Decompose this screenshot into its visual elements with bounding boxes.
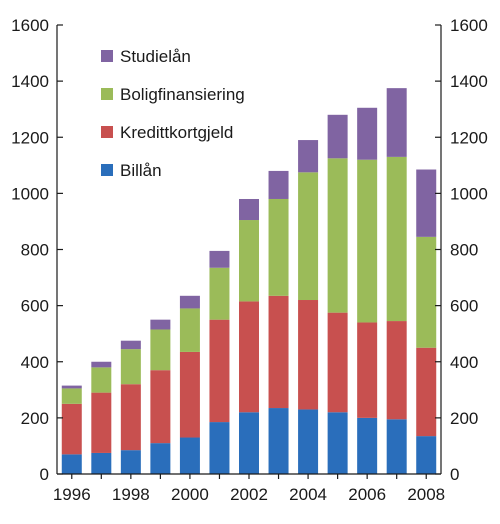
- left-y-tick-label: 600: [21, 297, 49, 316]
- bar-2004-series-2: [298, 172, 319, 301]
- axes-layer: 0 0 200 200 400 400 600 600 800 800 1000 1000 1200 12…: [11, 16, 488, 504]
- left-y-tick-label: 800: [21, 241, 49, 260]
- x-tick-label: 1998: [112, 485, 150, 504]
- bar-2000-series-0: [179, 437, 200, 474]
- right-y-tick-label: 200: [450, 409, 478, 428]
- bar-1997-series-3: [91, 361, 112, 368]
- bar-2003-series-0: [268, 408, 289, 474]
- bar-2001-series-1: [209, 319, 230, 423]
- bar-1996-series-2: [61, 388, 82, 404]
- right-y-tick-label: 0: [450, 465, 459, 484]
- right-y-tick-label: 1200: [450, 128, 488, 147]
- bar-2002-series-2: [239, 220, 259, 302]
- right-y-tick-label: 400: [450, 353, 478, 372]
- bar-2003-series-2: [268, 198, 289, 296]
- bar-1996-series-3: [61, 385, 82, 389]
- bar-2000-series-2: [179, 308, 200, 352]
- legend-label: Kredittkortgjeld: [120, 123, 233, 142]
- bar-2008-series-3: [416, 169, 437, 237]
- bar-2002-series-1: [239, 301, 259, 413]
- x-tick-label: 2006: [348, 485, 386, 504]
- bar-2005-series-3: [327, 114, 348, 159]
- bars-layer: [61, 88, 437, 475]
- bar-2006-series-1: [357, 322, 378, 418]
- legend-swatch: [101, 50, 113, 62]
- right-y-tick-label: 800: [450, 241, 478, 260]
- left-y-tick-label: 0: [40, 465, 49, 484]
- bar-2002-series-0: [239, 412, 259, 474]
- left-y-tick-label: 1000: [11, 184, 49, 203]
- legend-label: Billån: [120, 161, 162, 180]
- bar-2007-series-1: [386, 321, 407, 420]
- left-y-tick-label: 1400: [11, 72, 49, 91]
- x-tick-label: 2000: [171, 485, 209, 504]
- bar-2004-series-0: [298, 409, 319, 474]
- bar-2005-series-1: [327, 312, 348, 413]
- x-tick-label: 2004: [289, 485, 327, 504]
- bar-1996-series-0: [61, 454, 82, 474]
- right-y-tick-label: 1000: [450, 184, 488, 203]
- bar-2000-series-1: [179, 351, 200, 438]
- bar-1996-series-1: [61, 403, 82, 455]
- right-y-tick-label: 1600: [450, 16, 488, 35]
- left-y-tick-label: 400: [21, 353, 49, 372]
- bar-2001-series-3: [209, 250, 230, 268]
- bar-2006-series-3: [357, 107, 378, 160]
- bar-2001-series-0: [209, 422, 230, 474]
- bar-2001-series-2: [209, 267, 230, 320]
- bar-1999-series-3: [150, 319, 171, 330]
- bar-2004-series-3: [298, 140, 319, 173]
- bar-2006-series-2: [357, 159, 378, 323]
- x-tick-label: 2002: [230, 485, 268, 504]
- bar-2003-series-3: [268, 170, 289, 199]
- bar-1998-series-0: [120, 450, 141, 474]
- bar-1999-series-1: [150, 370, 171, 444]
- left-y-tick-label: 200: [21, 409, 49, 428]
- bar-2005-series-0: [327, 412, 348, 474]
- bar-2008-series-2: [416, 236, 437, 348]
- bar-1999-series-2: [150, 329, 171, 371]
- legend-swatch: [101, 164, 113, 176]
- bar-1998-series-3: [120, 340, 141, 350]
- bar-2002-series-3: [239, 198, 259, 221]
- left-y-tick-label: 1200: [11, 128, 49, 147]
- bar-1999-series-0: [150, 443, 171, 474]
- bar-2007-series-2: [386, 156, 407, 322]
- bar-2008-series-1: [416, 347, 437, 437]
- bar-2007-series-3: [386, 88, 407, 157]
- legend-swatch: [101, 88, 113, 100]
- bar-2006-series-0: [357, 417, 378, 475]
- x-tick-label: 1996: [53, 485, 91, 504]
- left-y-tick-label: 1600: [11, 16, 49, 35]
- bar-2007-series-0: [386, 419, 407, 474]
- bar-2004-series-1: [298, 300, 319, 410]
- bar-2005-series-2: [327, 158, 348, 313]
- bar-1997-series-1: [91, 392, 112, 453]
- bar-2008-series-0: [416, 436, 437, 474]
- bar-1997-series-2: [91, 367, 112, 393]
- bar-1998-series-2: [120, 349, 141, 385]
- legend: Studielån Boligfinansiering Kredittkortgje…: [101, 47, 245, 180]
- legend-label: Boligfinansiering: [120, 85, 245, 104]
- bar-1998-series-1: [120, 384, 141, 451]
- bar-2000-series-3: [179, 295, 200, 309]
- right-y-tick-label: 600: [450, 297, 478, 316]
- bar-1997-series-0: [91, 452, 112, 474]
- bar-2003-series-1: [268, 295, 289, 409]
- legend-label: Studielån: [120, 47, 191, 66]
- right-y-tick-label: 1400: [450, 72, 488, 91]
- legend-swatch: [101, 126, 113, 138]
- x-tick-label: 2008: [407, 485, 445, 504]
